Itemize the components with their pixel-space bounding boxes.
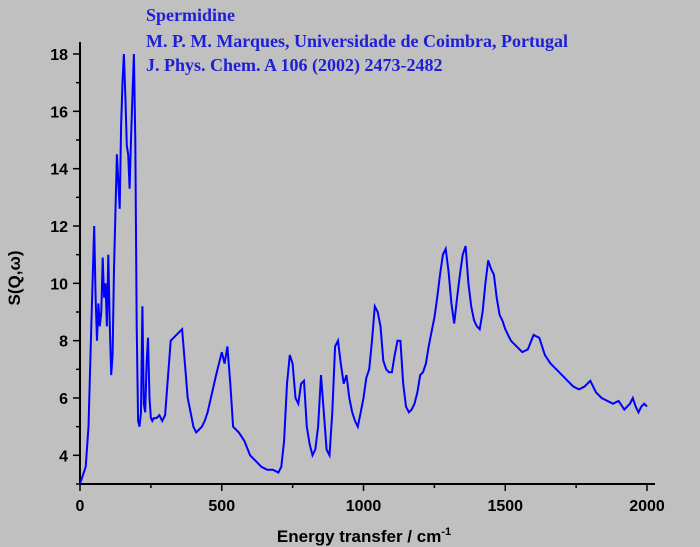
- x-tick-label: 2000: [629, 498, 665, 515]
- annotation-reference: J. Phys. Chem. A 106 (2002) 2473-2482: [146, 55, 443, 75]
- series-line: [79, 53, 648, 485]
- x-tick-label: 500: [208, 498, 235, 515]
- y-axis-title: S(Q,ω): [5, 251, 24, 306]
- y-tick-label: 4: [59, 448, 68, 465]
- ticks: [73, 53, 648, 491]
- y-tick-label: 10: [50, 276, 68, 293]
- annotation-author: M. P. M. Marques, Universidade de Coimbr…: [146, 31, 568, 51]
- axes: [79, 42, 655, 485]
- x-tick-label: 1000: [346, 498, 382, 515]
- y-tick-label: 6: [59, 391, 68, 408]
- y-tick-label: 14: [50, 162, 68, 179]
- y-tick-label: 18: [50, 47, 68, 64]
- x-axis-title-text: Energy transfer / cm: [277, 527, 441, 546]
- y-tick-label: 16: [50, 104, 68, 121]
- x-axis-title-superscript: -1: [441, 526, 451, 538]
- x-tick-label: 0: [76, 498, 85, 515]
- y-tick-label: 8: [59, 334, 68, 351]
- annotation-compound: Spermidine: [146, 5, 236, 25]
- x-axis-title: Energy transfer / cm-1: [277, 526, 451, 546]
- tick-labels: 4 6 8 10 12 14 16 18 0 500 1000 1500 2000: [50, 47, 665, 515]
- y-tick-label: 12: [50, 219, 68, 236]
- x-tick-label: 1500: [487, 498, 523, 515]
